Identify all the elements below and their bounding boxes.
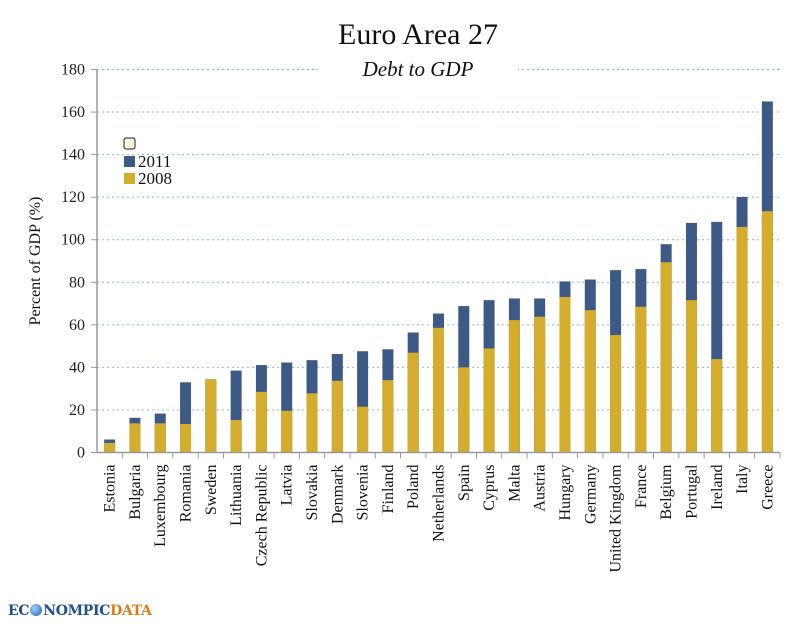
x-tick-label: France bbox=[633, 465, 650, 509]
x-tick-label: Czech Republic bbox=[253, 465, 270, 567]
legend-label-2008: 2008 bbox=[138, 169, 172, 188]
bar-2011 bbox=[711, 221, 723, 453]
economicdata-logo: EC NOMPICDATA bbox=[8, 603, 152, 619]
bar-2008 bbox=[433, 327, 444, 453]
x-tick-label: Finland bbox=[380, 465, 397, 514]
x-tick-label: Austria bbox=[532, 465, 549, 512]
x-tick-label: Denmark bbox=[329, 465, 346, 525]
x-tick-label: Slovakia bbox=[304, 465, 321, 521]
x-tick-label: Malta bbox=[506, 465, 523, 502]
bar-2008 bbox=[357, 406, 369, 453]
bar-2008 bbox=[660, 262, 672, 453]
x-tick-label: Luxembourg bbox=[152, 465, 169, 547]
x-tick-label: Ireland bbox=[709, 465, 726, 510]
bar-2008 bbox=[104, 442, 116, 453]
legend-swatch-2008 bbox=[124, 173, 135, 184]
y-tick-label: 60 bbox=[69, 317, 85, 334]
bar-2011 bbox=[281, 362, 293, 453]
bar-2008 bbox=[154, 423, 166, 453]
x-tick-label: Sweden bbox=[203, 465, 220, 516]
y-axis-label: Percent of GDP (%) bbox=[27, 197, 44, 326]
logo-text-3: DATA bbox=[110, 603, 152, 619]
x-tick-label: United Kingdom bbox=[608, 464, 625, 573]
x-tick-label: Italy bbox=[734, 465, 751, 494]
x-tick-label: Latvia bbox=[279, 465, 296, 506]
y-tick-label: 140 bbox=[61, 147, 85, 164]
bar-2008 bbox=[483, 348, 495, 453]
bar-2008 bbox=[508, 320, 520, 453]
x-tick-label: Portugal bbox=[683, 464, 700, 519]
x-tick-labels: Estonia Bulgaria Luxembourg Romania Sweden Li… bbox=[102, 464, 777, 573]
bar-2011 bbox=[230, 370, 242, 453]
x-tick-label: Slovenia bbox=[355, 465, 372, 521]
legend-swatch-blank bbox=[123, 137, 136, 150]
y-tick-label: 100 bbox=[61, 232, 85, 249]
logo-text-2: NOMPIC bbox=[43, 603, 111, 619]
bar-2008 bbox=[685, 300, 697, 453]
bar-2008 bbox=[458, 367, 470, 453]
bar-2008 bbox=[736, 226, 748, 453]
x-tick-label: Poland bbox=[405, 465, 422, 509]
bar-2008 bbox=[281, 410, 293, 453]
bar-2008 bbox=[635, 306, 647, 453]
bar-2008 bbox=[711, 359, 723, 453]
y-tick-label: 0 bbox=[77, 445, 85, 462]
bar-2008 bbox=[407, 352, 419, 453]
subtitle-background bbox=[318, 56, 518, 82]
y-tick-label: 160 bbox=[61, 104, 85, 121]
y-tick-label: 40 bbox=[69, 359, 85, 376]
chart-subtitle: Debt to GDP bbox=[362, 57, 474, 81]
y-tick-label: 20 bbox=[69, 402, 85, 419]
bars bbox=[104, 101, 773, 453]
logo-text-1: EC bbox=[8, 603, 30, 619]
x-tick-label: Lithuania bbox=[228, 465, 245, 526]
y-tick-label: 80 bbox=[69, 274, 85, 291]
bar-2008 bbox=[205, 379, 217, 453]
bar-2008 bbox=[761, 211, 773, 453]
bar-2008 bbox=[559, 296, 571, 453]
bar-2008 bbox=[306, 393, 318, 453]
y-tick-labels: 0 20 40 60 80 100 120 140 160 180 bbox=[61, 62, 85, 462]
x-tick-label: Bulgaria bbox=[127, 465, 144, 520]
globe-icon bbox=[30, 604, 43, 616]
bar-2008 bbox=[610, 335, 622, 453]
x-tick-label: Belgium bbox=[658, 464, 675, 520]
bar-2008 bbox=[129, 423, 141, 453]
bar-2008 bbox=[584, 310, 596, 453]
x-tick-label: Germany bbox=[582, 465, 599, 525]
bar-2008 bbox=[180, 423, 192, 453]
x-tick-label: Spain bbox=[456, 465, 473, 501]
x-tick-label: Cyprus bbox=[481, 465, 498, 511]
bar-2008 bbox=[534, 316, 546, 453]
bar-2011 bbox=[180, 382, 192, 453]
legend-label-2011: 2011 bbox=[138, 152, 171, 171]
y-tick-label: 120 bbox=[61, 189, 85, 206]
chart-title: Euro Area 27 bbox=[338, 18, 498, 51]
x-tick-label: Estonia bbox=[102, 465, 119, 513]
x-tick-label: Hungary bbox=[557, 465, 574, 521]
legend-swatch-2011 bbox=[124, 156, 135, 167]
x-tick-label: Greece bbox=[759, 465, 776, 510]
bar-2008 bbox=[230, 419, 242, 453]
y-tick-label: 180 bbox=[61, 62, 85, 79]
bar-2008 bbox=[382, 380, 394, 453]
axes bbox=[91, 69, 781, 459]
bar-2008 bbox=[255, 391, 267, 453]
bar-2008 bbox=[331, 380, 343, 453]
x-tick-label: Romania bbox=[178, 465, 195, 523]
x-tick-label: Netherlands bbox=[431, 465, 448, 542]
bar-2011 bbox=[357, 351, 369, 453]
